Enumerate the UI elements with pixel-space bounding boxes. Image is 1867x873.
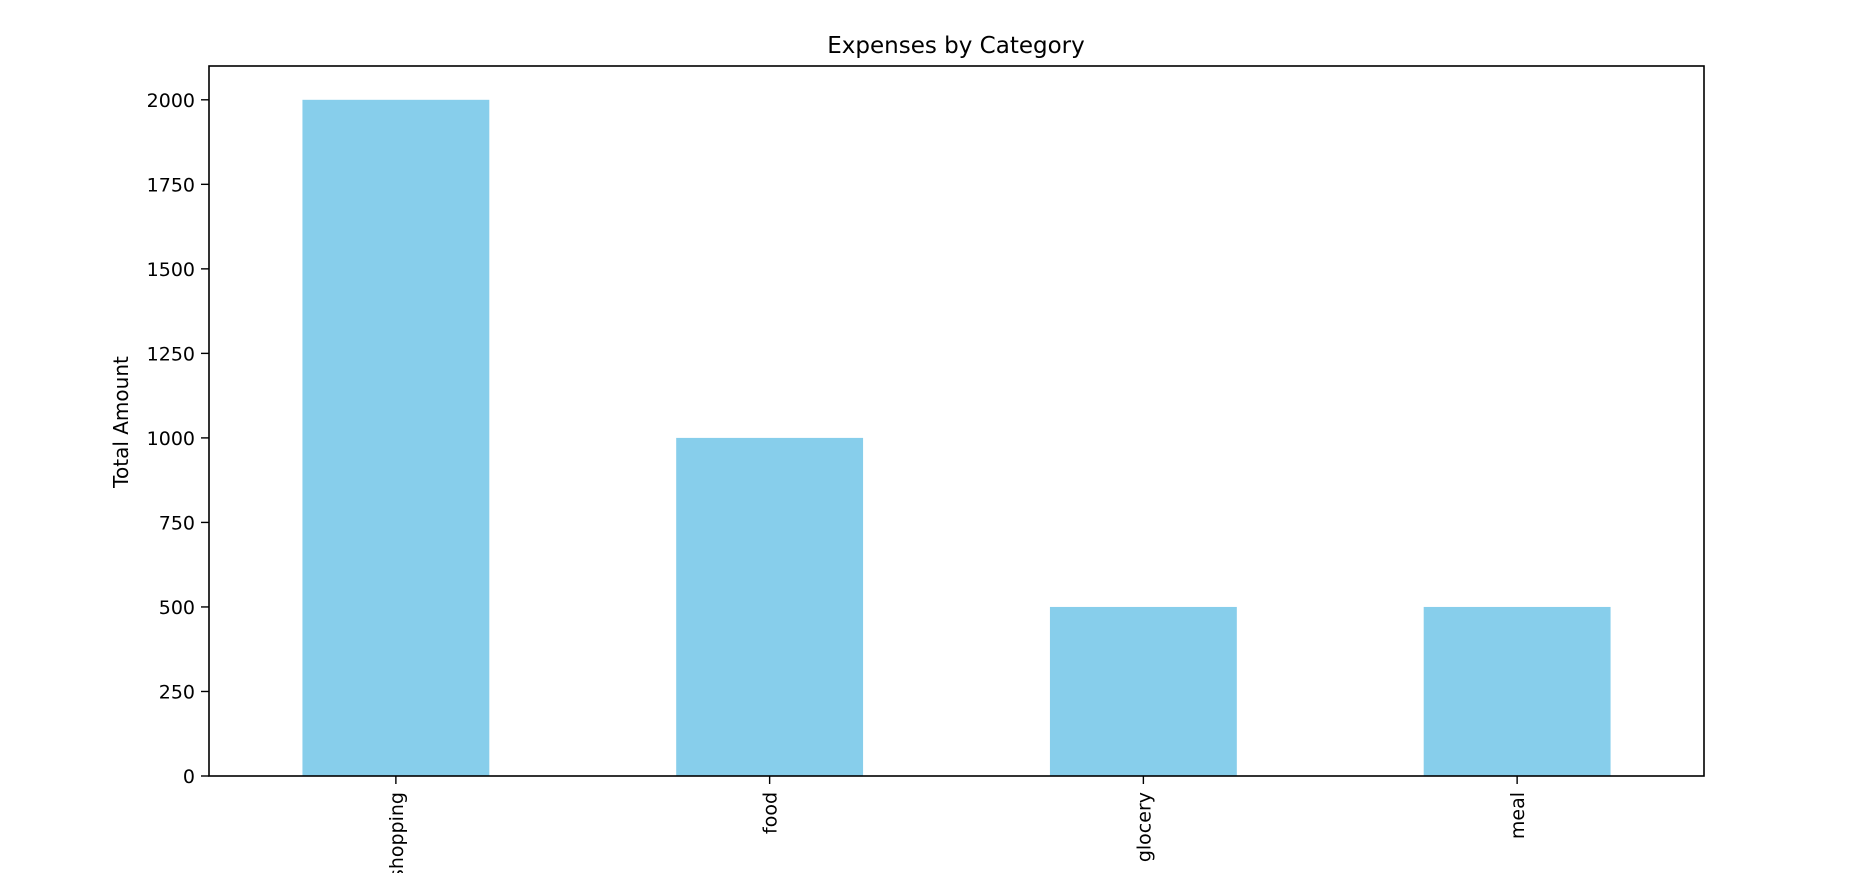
y-tick-label: 500: [159, 597, 195, 619]
y-tick-label: 2000: [147, 90, 195, 112]
bar-food: [676, 437, 864, 776]
x-tick-label: shopping: [386, 792, 408, 873]
bar-glocery: [1049, 606, 1237, 776]
y-tick-label: 750: [159, 512, 195, 534]
y-tick-label: 250: [159, 681, 195, 703]
x-ticks-layer: shopping food glocery meal: [386, 776, 1529, 873]
bar-shopping: [302, 99, 490, 776]
y-ticks-layer: 0 250 500 750 1000 1250 1500 1750 2000: [147, 90, 209, 788]
plot-area-frame: [208, 65, 1705, 777]
y-axis-label: Total Amount: [109, 356, 133, 489]
x-tick-label: meal: [1507, 792, 1529, 839]
x-tick-label: food: [760, 792, 782, 834]
y-tick-label: 1000: [147, 428, 195, 450]
y-tick-label: 1250: [147, 343, 195, 365]
y-tick-label: 0: [183, 766, 195, 788]
bar-meal: [1423, 606, 1611, 776]
y-tick-label: 1500: [147, 259, 195, 281]
y-tick-label: 1750: [147, 174, 195, 196]
bars-layer: [302, 99, 1611, 776]
x-tick-label: glocery: [1133, 792, 1155, 862]
chart-title: Expenses by Category: [827, 33, 1084, 59]
